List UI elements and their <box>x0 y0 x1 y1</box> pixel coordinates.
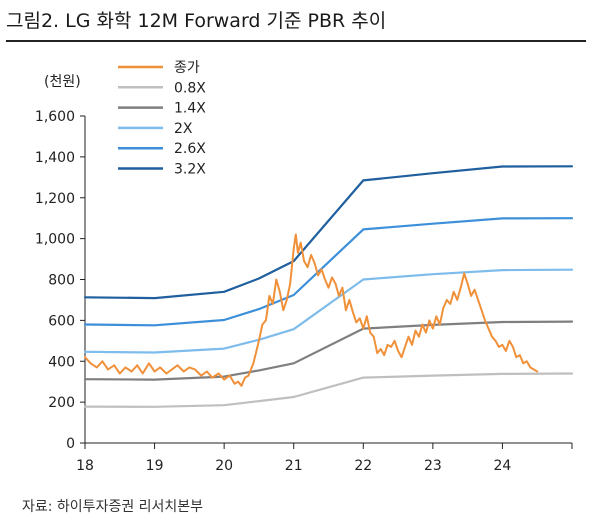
y-tick-label: 1,400 <box>35 150 75 166</box>
x-tick-label: 19 <box>146 458 164 474</box>
series-layer <box>83 165 574 408</box>
y-axis: 0 200 400 600 800 1,000 1,200 1,400 1,600 <box>35 109 86 452</box>
pbr-band-chart: (천원) 0 200 400 600 800 1,000 1,200 1,400 1,600 1… <box>35 60 574 474</box>
y-tick-label: 600 <box>48 313 75 329</box>
x-tick-label: 22 <box>354 458 372 474</box>
x-tick-label: 21 <box>285 458 303 474</box>
series-line-band-4 <box>83 217 574 327</box>
y-tick-label: 1,200 <box>35 191 75 207</box>
legend-label: 2.6X <box>174 141 206 157</box>
y-tick-label: 200 <box>48 395 75 411</box>
series-line-band-5 <box>83 165 574 300</box>
legend: 종가 0.8X 1.4X 2X 2.6X 3.2X <box>118 60 206 178</box>
y-tick-label: 0 <box>66 436 75 452</box>
legend-label: 1.4X <box>174 101 206 117</box>
series-line-band-2 <box>83 320 574 381</box>
title-divider <box>6 40 586 42</box>
legend-label: 2X <box>174 121 193 137</box>
legend-label: 0.8X <box>174 80 206 96</box>
x-tick-label: 23 <box>424 458 442 474</box>
y-axis-unit-label: (천원) <box>44 74 81 90</box>
x-tick-label: 24 <box>494 458 512 474</box>
series-line-band-1 <box>83 372 574 408</box>
x-axis: 18 19 20 21 22 23 24 <box>76 442 573 474</box>
legend-label: 3.2X <box>174 162 206 178</box>
legend-label: 종가 <box>174 60 200 76</box>
y-tick-label: 800 <box>48 273 75 289</box>
y-tick-label: 1,000 <box>35 232 75 248</box>
source-note: 자료: 하이투자증권 리서치본부 <box>22 499 204 515</box>
series-line-close-price <box>84 233 539 387</box>
y-tick-label: 400 <box>48 354 75 370</box>
x-tick-label: 20 <box>215 458 233 474</box>
y-tick-label: 1,600 <box>35 109 75 125</box>
chart-title: 그림2. LG 화학 12M Forward 기준 PBR 추이 <box>6 10 387 32</box>
series-line-band-3 <box>83 268 574 354</box>
x-tick-label: 18 <box>76 458 94 474</box>
